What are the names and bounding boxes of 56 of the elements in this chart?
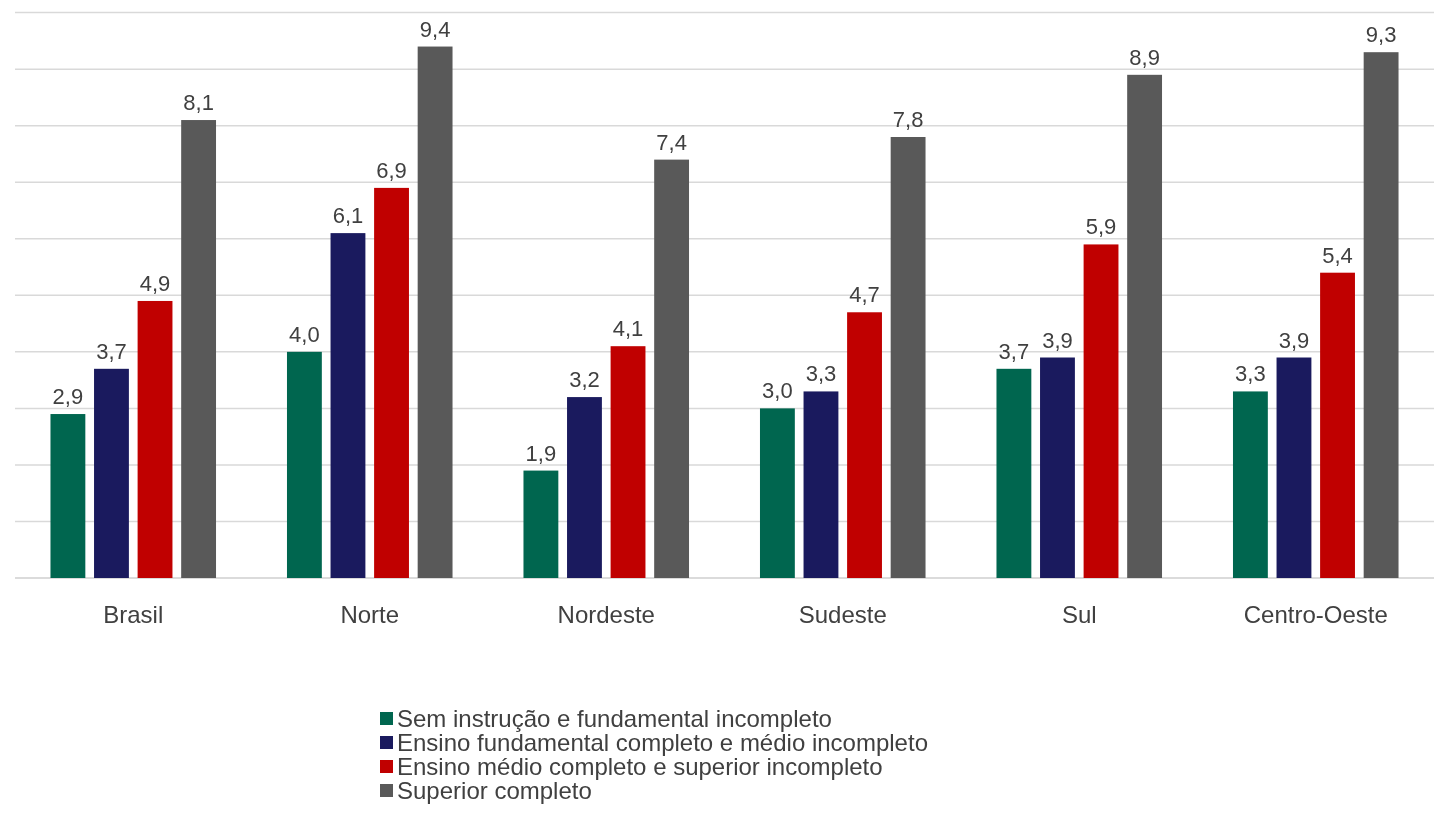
bar: [996, 368, 1032, 578]
data-label: 3,3: [805, 361, 837, 387]
x-tick-label: Norte: [340, 601, 400, 628]
bar: [803, 391, 839, 578]
data-label: 8,1: [183, 90, 214, 116]
data-label: 6,1: [332, 203, 364, 229]
bar: [94, 368, 129, 578]
data-label: 3,0: [762, 378, 793, 404]
bar: [1040, 357, 1075, 578]
bar: [759, 408, 795, 578]
data-label: 8,9: [1129, 44, 1160, 70]
data-label: 6,9: [376, 157, 407, 183]
bar: [1363, 52, 1399, 578]
bar: [286, 351, 322, 578]
bar: [1276, 357, 1312, 578]
legend-label: Superior completo: [397, 777, 592, 804]
data-label: 7,8: [892, 107, 924, 133]
x-tick-label: Brasil: [103, 601, 164, 628]
x-tick-label: Centro-Oeste: [1243, 601, 1388, 628]
bar: [1127, 74, 1163, 578]
legend-label: Sem instrução e fundamental incompleto: [397, 705, 832, 732]
data-label: 3,7: [96, 338, 127, 364]
bar: [181, 120, 217, 578]
x-tick-label: Sul: [1061, 601, 1097, 628]
bar: [1083, 244, 1119, 578]
bar: [330, 233, 366, 578]
bar: [890, 137, 926, 578]
data-label: 3,7: [998, 338, 1030, 364]
data-label: 2,9: [52, 384, 84, 410]
data-label: 4,7: [849, 282, 880, 308]
bar: [1232, 391, 1268, 578]
bar: [137, 300, 173, 578]
data-label: 4,0: [289, 321, 320, 347]
data-label: 3,3: [1235, 361, 1266, 387]
bar: [567, 397, 602, 578]
data-label: 4,9: [139, 270, 171, 296]
bar: [523, 470, 559, 578]
data-label: 4,1: [612, 316, 644, 342]
data-label: 5,9: [1085, 214, 1117, 240]
data-label: 7,4: [656, 129, 687, 155]
x-tick-label: Sudeste: [798, 601, 887, 628]
data-label: 5,4: [1322, 242, 1353, 268]
data-label: 9,3: [1365, 22, 1397, 48]
data-label: 3,9: [1278, 327, 1310, 353]
bar: [1320, 272, 1355, 578]
x-tick-label: Nordeste: [557, 601, 655, 628]
data-label: 3,2: [569, 367, 600, 393]
data-label: 1,9: [525, 440, 557, 466]
bar: [610, 346, 646, 578]
bar: [847, 312, 882, 578]
data-label: 3,9: [1042, 327, 1073, 353]
data-label: 9,4: [419, 16, 451, 42]
bar: [374, 187, 409, 578]
bar: [50, 414, 86, 578]
bar: [654, 159, 690, 578]
bar: [417, 46, 453, 578]
